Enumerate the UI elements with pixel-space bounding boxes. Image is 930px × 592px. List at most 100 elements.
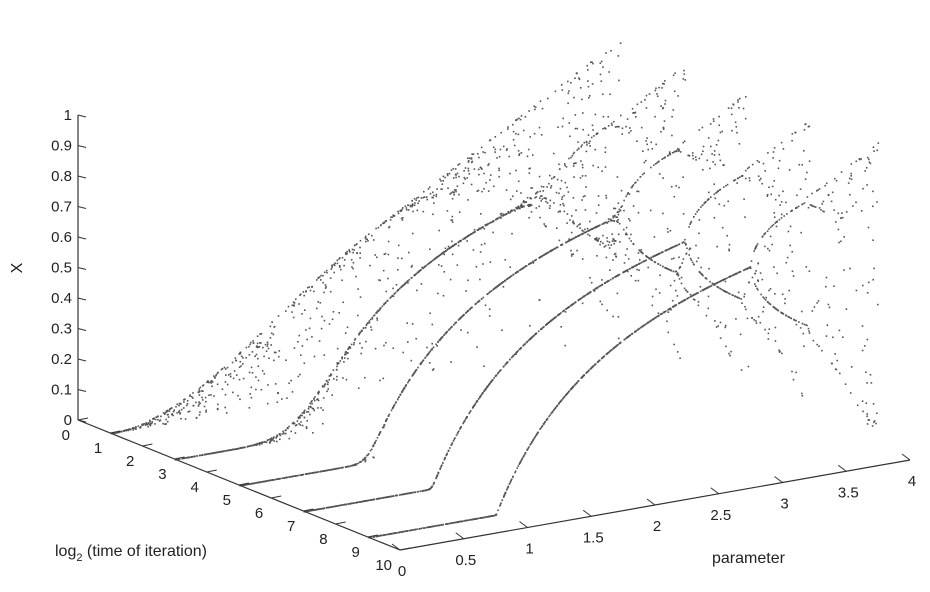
scatter-point [257, 357, 259, 360]
scatter-point [366, 238, 368, 241]
scatter-point [656, 162, 658, 164]
scatter-point [446, 249, 448, 251]
scatter-point [376, 535, 378, 538]
scatter-point [612, 215, 614, 217]
scatter-point [229, 375, 232, 378]
scatter-point [866, 292, 869, 294]
scatter-point [207, 380, 209, 382]
scatter-point [756, 243, 759, 245]
scatter-point [385, 290, 388, 293]
scatter-point [323, 291, 325, 294]
scatter-point [317, 301, 319, 303]
scatter-point [534, 333, 537, 335]
scatter-point [423, 196, 426, 198]
scatter-point [693, 263, 695, 266]
scatter-point [445, 453, 448, 456]
scatter-point [582, 128, 584, 131]
scatter-point [473, 518, 476, 520]
scatter-point [503, 495, 505, 498]
scatter-point [669, 307, 672, 310]
scatter-point [465, 519, 467, 522]
scatter-point [428, 262, 430, 265]
x-tick-label: 3.5 [838, 484, 859, 501]
scatter-point [784, 302, 786, 305]
scatter-point [392, 406, 395, 408]
scatter-point [795, 319, 797, 322]
scatter-point [519, 461, 522, 463]
scatter-point [408, 251, 410, 254]
scatter-point [462, 238, 464, 241]
scatter-point [265, 350, 268, 352]
scatter-point [635, 181, 637, 184]
scatter-point [337, 467, 340, 470]
x-tick-label: 0 [398, 563, 406, 580]
scatter-point [531, 336, 534, 338]
y-tick-label: 9 [351, 544, 359, 561]
scatter-point [572, 165, 575, 167]
scatter-point [264, 480, 266, 483]
scatter-point [650, 166, 652, 169]
scatter-point [613, 238, 615, 240]
scatter-point [734, 179, 737, 181]
scatter-point [422, 196, 425, 199]
scatter-point [370, 326, 372, 328]
scatter-point [210, 380, 213, 382]
scatter-point [791, 270, 794, 273]
scatter-point [560, 399, 563, 402]
scatter-point [353, 249, 355, 251]
scatter-point [349, 346, 351, 348]
scatter-point [827, 303, 830, 306]
scatter-point [587, 85, 590, 88]
scatter-point [483, 365, 485, 367]
scatter-point [873, 421, 875, 424]
scatter-point [245, 357, 247, 359]
scatter-point [295, 298, 297, 300]
scatter-point [373, 239, 375, 241]
scatter-point [364, 327, 367, 329]
scatter-point [402, 207, 404, 209]
scatter-point [683, 73, 686, 75]
scatter-point [226, 366, 229, 369]
scatter-point [805, 266, 808, 268]
scatter-point [724, 326, 727, 329]
scatter-point [411, 529, 413, 531]
scatter-point [361, 347, 363, 349]
scatter-point [343, 361, 345, 363]
scatter-point [388, 226, 390, 229]
scatter-point [718, 189, 721, 191]
scatter-point [308, 510, 311, 512]
scatter-point [481, 226, 483, 229]
scatter-point [186, 399, 189, 402]
scatter-point [428, 186, 431, 188]
scatter-point [301, 414, 303, 417]
scatter-point [768, 302, 771, 305]
scatter-point [698, 219, 701, 221]
scatter-point [581, 98, 583, 101]
scatter-point [865, 402, 868, 404]
scatter-point [747, 267, 750, 269]
scatter-point [372, 536, 375, 538]
scatter-point [503, 365, 505, 368]
scatter-point [168, 410, 171, 412]
scatter-point [591, 83, 594, 85]
scatter-point [340, 467, 343, 469]
scatter-point [595, 212, 598, 214]
scatter-point [288, 425, 290, 428]
scatter-point [173, 409, 175, 411]
scatter-point [582, 232, 584, 235]
scatter-point [767, 332, 770, 335]
scatter-point [808, 270, 811, 272]
scatter-point [618, 222, 621, 225]
scatter-point [744, 216, 746, 218]
scatter-point [656, 95, 659, 97]
scatter-point [554, 407, 556, 410]
scatter-point [348, 465, 350, 468]
scatter-point [515, 133, 517, 135]
scatter-point [876, 149, 878, 152]
scatter-point [453, 189, 456, 191]
scatter-point [811, 310, 814, 312]
scatter-point [637, 279, 640, 282]
scatter-point [767, 338, 770, 340]
scatter-point [320, 508, 322, 510]
scatter-point [382, 222, 384, 225]
